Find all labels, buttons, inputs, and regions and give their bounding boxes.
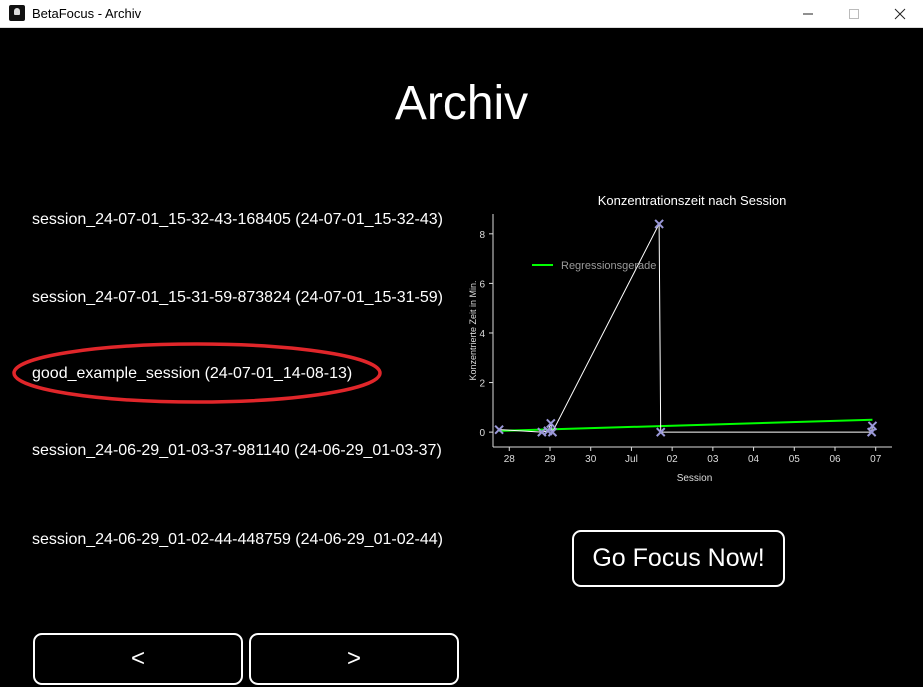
y-axis-label: Konzentrierte Zeit in Min. [468, 280, 478, 380]
session-item-selected[interactable]: good_example_session (24-07-01_14-08-13) [32, 364, 352, 384]
x-tick-label: 03 [707, 454, 719, 465]
minimize-button[interactable] [785, 0, 831, 28]
x-tick-label: 06 [829, 454, 841, 465]
page-title: Archiv [0, 76, 923, 132]
x-tick-label: 28 [504, 454, 516, 465]
x-tick-label: 05 [789, 454, 801, 465]
x-tick-label: 02 [667, 454, 679, 465]
window-title: BetaFocus - Archiv [32, 6, 141, 21]
x-tick-label: 07 [870, 454, 882, 465]
y-tick-label: 8 [479, 230, 485, 241]
close-icon [894, 8, 906, 20]
x-tick-label: 29 [544, 454, 556, 465]
x-axis-label: Session [677, 473, 713, 484]
y-tick-label: 6 [479, 279, 485, 290]
y-tick-label: 4 [479, 329, 485, 340]
session-item[interactable]: session_24-06-29_01-03-37-981140 (24-06-… [32, 441, 442, 461]
legend-label: Regressionsgerade [561, 260, 656, 272]
maximize-icon [848, 8, 860, 20]
previous-page-button[interactable]: < [33, 633, 243, 685]
session-item[interactable]: session_24-07-01_15-31-59-873824 (24-07-… [32, 288, 443, 308]
minimize-icon [802, 8, 814, 20]
chart-title: Konzentrationszeit nach Session [598, 193, 787, 208]
session-item[interactable]: session_24-06-29_01-02-44-448759 (24-06-… [32, 530, 443, 550]
close-button[interactable] [877, 0, 923, 28]
next-page-button[interactable]: > [249, 633, 459, 685]
concentration-chart: Konzentrationszeit nach Session 0 2 4 6 8 28 29… [462, 186, 902, 496]
x-tick-label: Jul [625, 454, 638, 465]
session-item[interactable]: session_24-07-01_15-32-43-168405 (24-07-… [32, 210, 443, 230]
session-line [499, 224, 872, 432]
maximize-button[interactable] [831, 0, 877, 28]
x-tick-label: 04 [748, 454, 760, 465]
window-titlebar: BetaFocus - Archiv [0, 0, 923, 28]
app-icon [9, 5, 25, 21]
y-tick-label: 2 [479, 379, 485, 390]
y-tick-label: 0 [479, 428, 485, 439]
go-focus-button[interactable]: Go Focus Now! [572, 530, 785, 587]
x-tick-label: 30 [585, 454, 597, 465]
